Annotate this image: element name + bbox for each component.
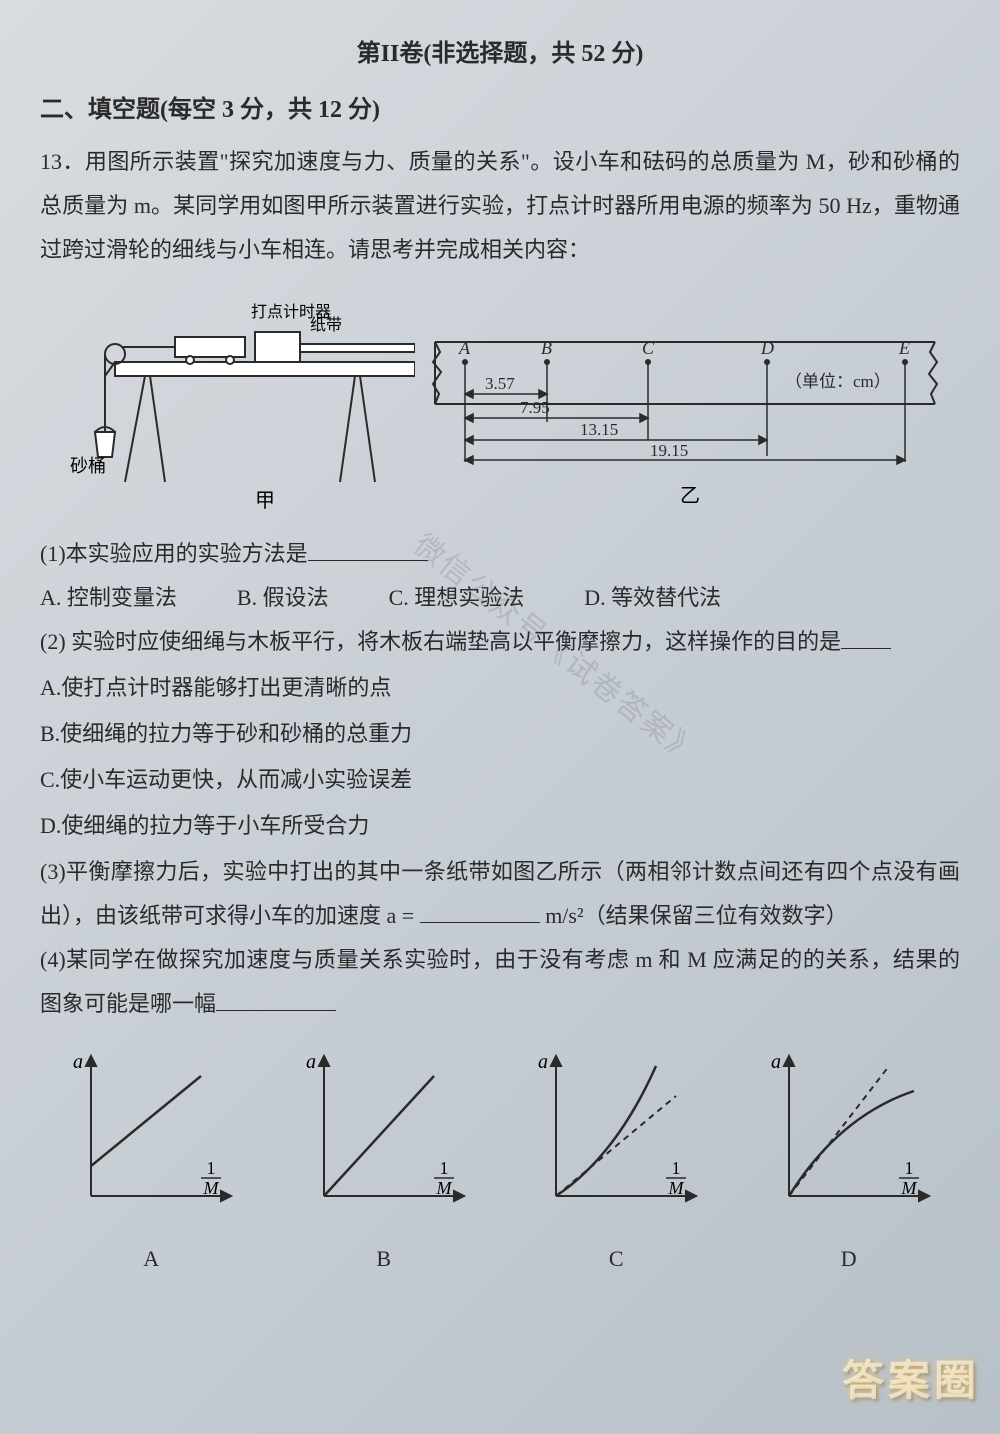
caption-left: 甲 <box>255 490 275 512</box>
q13-p3: (3)平衡摩擦力后，实验中打出的其中一条纸带如图乙所示（两相邻计数点间还有四个点… <box>40 850 960 938</box>
svg-text:a: a <box>538 1051 548 1073</box>
q13-stem: 13．用图所示装置"探究加速度与力、质量的关系"。设小车和砝码的总质量为 M，砂… <box>40 140 960 272</box>
pt-E: E <box>898 338 910 365</box>
caption-right: 乙 <box>680 485 700 507</box>
p3-blank[interactable] <box>420 899 540 923</box>
svg-text:1: 1 <box>672 1158 681 1178</box>
svg-text:A: A <box>458 338 471 358</box>
svg-text:a: a <box>306 1051 316 1073</box>
graph-C-label: C <box>526 1237 706 1281</box>
p3-unit: m/s²（结果保留三位有效数字） <box>545 903 847 928</box>
figure-row: 砂桶 打点计时器 纸带 甲 A B C D E <box>40 282 960 512</box>
graph-C-cell: a 1 M C <box>526 1046 706 1281</box>
graph-C: a 1 M <box>526 1046 706 1216</box>
pt-D: D <box>760 338 774 365</box>
svg-text:M: M <box>668 1178 685 1198</box>
paper-header: 第II卷(非选择题，共 52 分) <box>40 30 960 78</box>
p1-opt-c: C. 理想实验法 <box>389 576 525 620</box>
p2-opt-c: C.使小车运动更快，从而减小实验误差 <box>40 758 960 802</box>
q13-p4: (4)某同学在做探究加速度与质量关系实验时，由于没有考虑 m 和 M 应满足的的… <box>40 938 960 1026</box>
svg-text:1: 1 <box>904 1158 913 1178</box>
p2-opt-a: A.使打点计时器能够打出更清晰的点 <box>40 666 960 710</box>
svg-text:a: a <box>771 1051 781 1073</box>
dist-4: 19.15 <box>650 441 688 460</box>
svg-text:a: a <box>73 1051 83 1073</box>
dist-1: 3.57 <box>485 374 515 393</box>
p2-text: (2) 实验时应使细绳与木板平行，将木板右端垫高以平衡摩擦力，这样操作的目的是 <box>40 629 841 654</box>
pt-A: A <box>458 338 471 365</box>
p1-options: A. 控制变量法 B. 假设法 C. 理想实验法 D. 等效替代法 <box>40 576 960 620</box>
graph-row: a 1 M A a 1 M B <box>40 1046 960 1281</box>
p1-opt-b: B. 假设法 <box>237 576 329 620</box>
graph-B-cell: a 1 M B <box>294 1046 474 1281</box>
p1-opt-d: D. 等效替代法 <box>584 576 721 620</box>
svg-text:M: M <box>900 1178 917 1198</box>
p4-blank[interactable] <box>216 987 336 1011</box>
p2-options: A.使打点计时器能够打出更清晰的点 B.使细绳的拉力等于砂和砂桶的总重力 C.使… <box>40 666 960 848</box>
svg-text:D: D <box>760 338 774 358</box>
svg-text:M: M <box>435 1178 452 1198</box>
graph-D-cell: a 1 M D <box>759 1046 939 1281</box>
q13-number: 13． <box>40 149 85 174</box>
label-bucket: 砂桶 <box>70 456 106 476</box>
watermark-corner: 答案圈 <box>842 1340 980 1424</box>
svg-text:1: 1 <box>207 1158 216 1178</box>
graph-B-label: B <box>294 1237 474 1281</box>
graph-D-label: D <box>759 1237 939 1281</box>
graph-A: a 1 M <box>61 1046 241 1216</box>
graph-A-label: A <box>61 1237 241 1281</box>
tape-unit: （单位：cm） <box>785 372 891 391</box>
q13-p2: (2) 实验时应使细绳与木板平行，将木板右端垫高以平衡摩擦力，这样操作的目的是 <box>40 620 960 664</box>
svg-text:C: C <box>642 338 655 358</box>
figure-tape: A B C D E 3 <box>425 332 945 512</box>
pt-C: C <box>642 338 655 365</box>
dist-3: 13.15 <box>580 420 618 439</box>
graph-D: a 1 M <box>759 1046 939 1216</box>
q13-p1: (1)本实验应用的实验方法是 <box>40 532 960 576</box>
p1-blank[interactable] <box>308 537 428 561</box>
p4-text: (4)某同学在做探究加速度与质量关系实验时，由于没有考虑 m 和 M 应满足的的… <box>40 947 960 1016</box>
graph-B: a 1 M <box>294 1046 474 1216</box>
label-tape: 纸带 <box>310 316 342 334</box>
q13-text: 用图所示装置"探究加速度与力、质量的关系"。设小车和砝码的总质量为 M，砂和砂桶… <box>40 149 960 262</box>
section-title: 二、填空题(每空 3 分，共 12 分) <box>40 86 960 134</box>
svg-text:E: E <box>898 338 910 358</box>
dist-2: 7.95 <box>520 398 550 417</box>
p2-opt-b: B.使细绳的拉力等于砂和砂桶的总重力 <box>40 712 960 756</box>
svg-text:1: 1 <box>439 1158 448 1178</box>
figure-apparatus: 砂桶 打点计时器 纸带 甲 <box>55 282 415 512</box>
p1-opt-a: A. 控制变量法 <box>40 576 177 620</box>
graph-A-cell: a 1 M A <box>61 1046 241 1281</box>
pt-B: B <box>541 338 552 365</box>
p2-blank[interactable] <box>841 625 891 649</box>
svg-text:B: B <box>541 338 552 358</box>
p1-text: (1)本实验应用的实验方法是 <box>40 541 308 566</box>
p2-opt-d: D.使细绳的拉力等于小车所受合力 <box>40 804 960 848</box>
svg-text:M: M <box>203 1178 220 1198</box>
